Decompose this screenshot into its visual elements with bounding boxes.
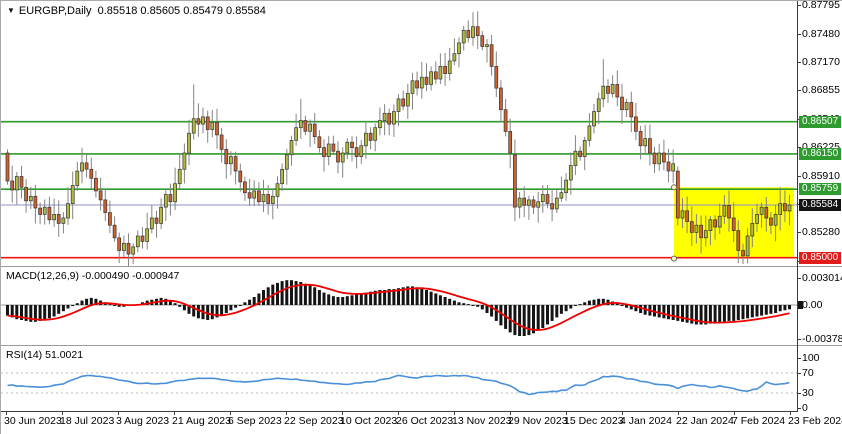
time-axis-border xyxy=(1,411,798,412)
price-level-badge: 0.86150 xyxy=(799,148,842,160)
price-axis-label: 0.85910 xyxy=(802,170,840,182)
rectangle-selection-handle[interactable] xyxy=(670,184,677,191)
price-level-badge: 0.86507 xyxy=(799,116,842,128)
price-axis-label: 0.85280 xyxy=(802,226,840,238)
price-level-badge: 0.85759 xyxy=(799,183,842,195)
price-level-badge: 0.85000 xyxy=(799,252,842,264)
time-axis-label: 15 Dec 2023 xyxy=(564,415,624,427)
time-axis-label: 26 Oct 2023 xyxy=(396,415,454,427)
price-axis-label: 0.86855 xyxy=(802,84,840,96)
time-axis-tick xyxy=(790,411,791,415)
time-axis-label: 22 Jan 2024 xyxy=(676,415,734,427)
price-axis-tick xyxy=(797,34,801,35)
time-axis-tick xyxy=(230,411,231,415)
price-axis-border xyxy=(797,1,798,411)
time-axis-tick xyxy=(510,411,511,415)
price-level-badge: 0.85584 xyxy=(799,199,842,211)
time-axis-label: 3 Aug 2023 xyxy=(116,415,170,427)
time-axis-tick xyxy=(342,411,343,415)
time-axis-tick xyxy=(118,411,119,415)
time-axis-label: 30 Jun 2023 xyxy=(4,415,62,427)
time-axis-label: 13 Nov 2023 xyxy=(452,415,512,427)
time-axis-label: 29 Nov 2023 xyxy=(508,415,568,427)
price-axis-label: 0.87170 xyxy=(802,56,840,68)
rsi-axis-tick xyxy=(797,408,801,409)
price-axis-tick xyxy=(797,147,801,148)
macd-signal-line xyxy=(7,283,790,331)
price-axis-tick xyxy=(797,5,801,6)
macd-axis-tick xyxy=(797,339,801,340)
time-axis-tick xyxy=(566,411,567,415)
macd-current-values: -0.000490 -0.000947 xyxy=(81,270,180,282)
symbol-name: EURGBP,Daily xyxy=(18,5,92,17)
rsi-axis-label: 70 xyxy=(802,367,814,379)
price-axis-label: 0.87795 xyxy=(802,0,840,11)
time-axis-label: 22 Sep 2023 xyxy=(284,415,344,427)
macd-zero-marker xyxy=(798,301,803,309)
macd-axis-label: 0.00 xyxy=(802,299,823,311)
price-axis-tick xyxy=(797,176,801,177)
rsi-axis-label: 0 xyxy=(802,402,808,414)
rsi-axis-label: 30 xyxy=(802,387,814,399)
macd-axis-label: 0.003014 xyxy=(802,272,842,284)
ohlc-values: 0.85518 0.85605 0.85479 0.85584 xyxy=(97,5,266,17)
time-axis-label: 4 Jan 2024 xyxy=(620,415,672,427)
macd-axis-label: -0.003788 xyxy=(802,333,842,345)
rsi-indicator-panel[interactable] xyxy=(1,346,797,411)
macd-name: MACD(12,26,9) xyxy=(6,270,79,282)
price-axis-label: 0.87480 xyxy=(802,28,840,40)
price-chart-panel[interactable] xyxy=(1,1,797,266)
price-axis-tick xyxy=(797,62,801,63)
chevron-down-icon[interactable]: ▼ xyxy=(7,6,15,15)
rsi-label: RSI(14) 51.0021 xyxy=(6,349,83,361)
time-axis-tick xyxy=(454,411,455,415)
time-axis-tick xyxy=(286,411,287,415)
price-axis-tick xyxy=(797,90,801,91)
time-axis-tick xyxy=(734,411,735,415)
time-axis-tick xyxy=(622,411,623,415)
time-axis-label: 18 Jul 2023 xyxy=(60,415,115,427)
macd-label: MACD(12,26,9) -0.000490 -0.000947 xyxy=(6,270,179,282)
time-axis-label: 23 Feb 2024 xyxy=(788,415,842,427)
time-axis-tick xyxy=(62,411,63,415)
macd-indicator-panel[interactable] xyxy=(1,267,797,345)
macd-axis-tick xyxy=(797,278,801,279)
time-axis-tick xyxy=(678,411,679,415)
rsi-line xyxy=(7,374,790,396)
time-axis-tick xyxy=(174,411,175,415)
rsi-current-value: 51.0021 xyxy=(45,349,84,361)
panel-separator[interactable] xyxy=(1,345,842,346)
time-axis-label: 21 Aug 2023 xyxy=(172,415,231,427)
price-axis-tick xyxy=(797,232,801,233)
time-axis-label: 10 Oct 2023 xyxy=(340,415,398,427)
symbol-title: ▼ EURGBP,Daily 0.85518 0.85605 0.85479 0.… xyxy=(7,5,266,17)
rsi-axis-tick xyxy=(797,373,801,374)
rsi-axis-tick xyxy=(797,393,801,394)
time-axis-label: 6 Sep 2023 xyxy=(228,415,282,427)
rsi-axis-label: 100 xyxy=(802,352,820,364)
time-axis-tick xyxy=(6,411,7,415)
panel-separator[interactable] xyxy=(1,266,842,267)
time-axis-label: 7 Feb 2024 xyxy=(732,415,786,427)
time-axis-tick xyxy=(398,411,399,415)
rectangle-selection-handle[interactable] xyxy=(670,255,677,262)
rsi-axis-tick xyxy=(797,358,801,359)
rsi-name: RSI(14) xyxy=(6,349,43,361)
